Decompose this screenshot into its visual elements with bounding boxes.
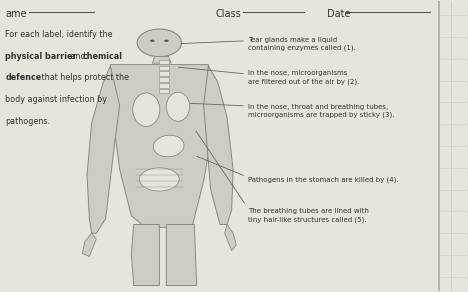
Text: that helps protect the: that helps protect the bbox=[39, 73, 129, 82]
Ellipse shape bbox=[166, 92, 190, 121]
Polygon shape bbox=[87, 66, 120, 233]
Polygon shape bbox=[110, 65, 215, 227]
Text: body against infection by: body against infection by bbox=[5, 95, 107, 104]
Text: chemical: chemical bbox=[82, 52, 122, 60]
Polygon shape bbox=[166, 225, 197, 286]
Ellipse shape bbox=[137, 29, 182, 57]
Text: In the nose, microorganisms
are filtered out of the air by (2).: In the nose, microorganisms are filtered… bbox=[248, 70, 359, 85]
Text: Class: Class bbox=[215, 9, 241, 19]
Ellipse shape bbox=[154, 135, 184, 157]
Text: and: and bbox=[68, 52, 88, 60]
Text: The breathing tubes are lined with
tiny hair-like structures called (5).: The breathing tubes are lined with tiny … bbox=[248, 208, 369, 223]
Text: Tear glands make a liquid
containing enzymes called (1).: Tear glands make a liquid containing enz… bbox=[248, 37, 356, 51]
Bar bbox=[159, 65, 168, 70]
Ellipse shape bbox=[164, 40, 168, 42]
Text: In the nose, throat and breathing tubes,
microorganisms are trapped by sticky (3: In the nose, throat and breathing tubes,… bbox=[248, 104, 395, 118]
Ellipse shape bbox=[150, 40, 155, 42]
Text: For each label, identify the: For each label, identify the bbox=[5, 30, 113, 39]
Bar bbox=[159, 60, 168, 64]
Polygon shape bbox=[132, 225, 159, 286]
Bar bbox=[159, 77, 168, 82]
Polygon shape bbox=[225, 225, 236, 251]
Polygon shape bbox=[153, 56, 171, 63]
Bar bbox=[159, 83, 168, 88]
Bar bbox=[159, 71, 168, 76]
Polygon shape bbox=[82, 233, 96, 256]
Ellipse shape bbox=[139, 168, 179, 191]
Polygon shape bbox=[204, 66, 233, 225]
Text: Date: Date bbox=[327, 9, 351, 19]
Ellipse shape bbox=[133, 93, 160, 126]
Text: Pathogens in the stomach are killed by (4).: Pathogens in the stomach are killed by (… bbox=[248, 177, 399, 183]
Text: ame: ame bbox=[5, 9, 27, 19]
Text: defence: defence bbox=[5, 73, 42, 82]
Text: pathogens.: pathogens. bbox=[5, 117, 51, 126]
Text: physical barrier: physical barrier bbox=[5, 52, 77, 60]
Bar bbox=[159, 89, 168, 93]
